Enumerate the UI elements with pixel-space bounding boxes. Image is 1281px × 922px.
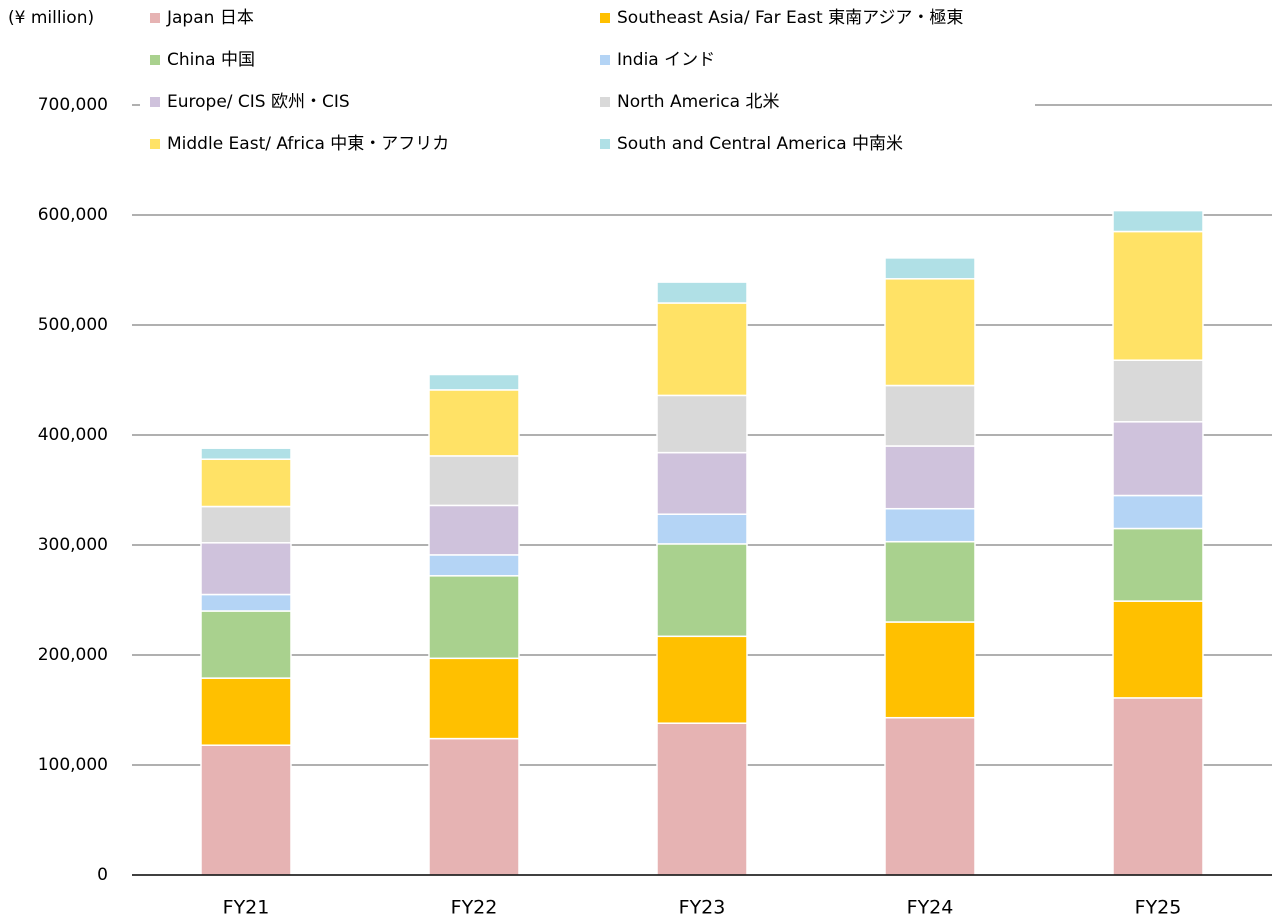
bar-segment	[656, 543, 748, 638]
bar-segment	[428, 554, 520, 577]
bar-segment	[200, 744, 292, 876]
y-tick-label: 700,000	[38, 95, 108, 115]
y-tick-label: 500,000	[38, 315, 108, 335]
bar-segment	[656, 722, 748, 876]
y-axis-label: (¥ million)	[8, 8, 94, 28]
bar-segment	[656, 635, 748, 724]
legend-label: Middle East/ Africa 中東・アフリカ	[167, 134, 449, 154]
legend-swatch	[600, 55, 610, 65]
bar-segment	[428, 575, 520, 660]
legend-swatch	[600, 139, 610, 149]
y-tick-label: 300,000	[38, 535, 108, 555]
bar-segment	[1112, 600, 1204, 699]
y-tick-label: 100,000	[38, 755, 108, 775]
bar-segment	[1112, 230, 1204, 361]
bar-segment	[428, 389, 520, 457]
bar-segment	[200, 542, 292, 596]
legend-label: India インド	[617, 50, 715, 70]
bar-segment	[428, 657, 520, 740]
bar-segment	[1112, 697, 1204, 876]
bar-segment	[200, 505, 292, 544]
bar-segment	[884, 716, 976, 876]
y-tick-label: 200,000	[38, 645, 108, 665]
bar-segment	[884, 257, 976, 280]
x-tick-label: FY23	[679, 897, 726, 919]
bar-segment	[428, 455, 520, 507]
legend-label: North America 北米	[617, 92, 779, 112]
legend-swatch	[150, 55, 160, 65]
bar-segment	[200, 610, 292, 679]
bar-segment	[884, 507, 976, 543]
bar-segment	[200, 593, 292, 612]
legend-label: China 中国	[167, 50, 255, 70]
bar-segment	[1112, 421, 1204, 497]
bar-segment	[1112, 494, 1204, 530]
y-tick-label: 400,000	[38, 425, 108, 445]
bar-segment	[884, 278, 976, 387]
bar-segment	[200, 677, 292, 746]
legend-swatch	[150, 13, 160, 23]
y-tick-label: 600,000	[38, 205, 108, 225]
x-tick-label: FY21	[223, 897, 270, 919]
bar-segment	[884, 384, 976, 447]
y-tick-label: 0	[97, 865, 108, 885]
bar-segment	[884, 540, 976, 623]
bar-segment	[656, 281, 748, 304]
legend-label: South and Central America 中南米	[617, 134, 903, 154]
bar-segment	[200, 458, 292, 508]
x-tick-label: FY25	[1135, 897, 1182, 919]
bar-segment	[428, 373, 520, 391]
legend-swatch	[600, 97, 610, 107]
legend-label: Japan 日本	[166, 8, 254, 28]
bar-segment	[1112, 359, 1204, 423]
legend-background	[140, 0, 1035, 170]
bar-segment	[884, 621, 976, 719]
bar-segment	[200, 447, 292, 460]
bar-segment	[656, 513, 748, 545]
bar-segment	[1112, 527, 1204, 602]
legend-swatch	[150, 139, 160, 149]
bar-segment	[656, 394, 748, 454]
bar-segment	[1112, 209, 1204, 233]
legend-label: Europe/ CIS 欧州・CIS	[167, 92, 350, 112]
bar-segment	[428, 737, 520, 876]
bar-segment	[656, 302, 748, 397]
legend-swatch	[150, 97, 160, 107]
legend-label: Southeast Asia/ Far East 東南アジア・極東	[617, 8, 963, 28]
x-tick-label: FY24	[907, 897, 954, 919]
x-tick-label: FY22	[451, 897, 498, 919]
bar-segment	[428, 504, 520, 556]
bar-segment	[884, 445, 976, 510]
legend-swatch	[600, 13, 610, 23]
bar-segment	[656, 451, 748, 515]
